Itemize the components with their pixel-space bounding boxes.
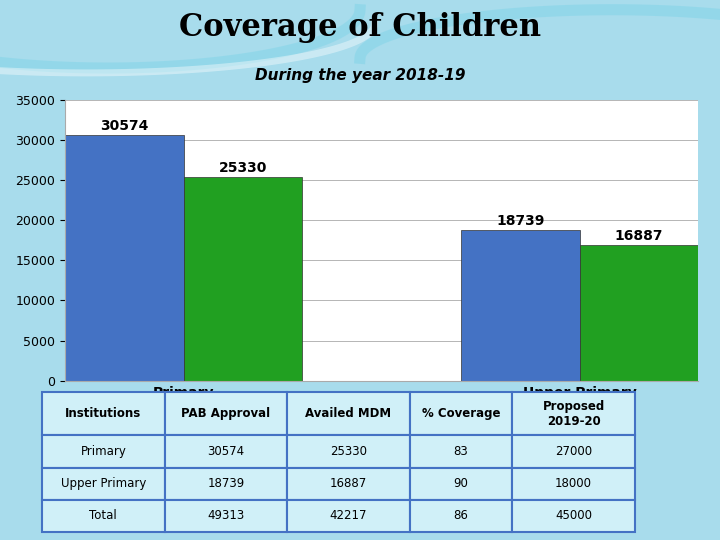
Text: 18739: 18739 — [496, 214, 544, 228]
FancyBboxPatch shape — [42, 435, 165, 468]
Text: Institutions: Institutions — [66, 407, 141, 420]
Text: Proposed
2019-20: Proposed 2019-20 — [542, 400, 605, 428]
Text: 25330: 25330 — [330, 445, 367, 458]
Text: 18739: 18739 — [207, 477, 245, 490]
Text: 49313: 49313 — [207, 509, 245, 522]
FancyBboxPatch shape — [287, 468, 410, 500]
FancyBboxPatch shape — [42, 500, 165, 532]
FancyBboxPatch shape — [513, 500, 635, 532]
Text: 90: 90 — [454, 477, 469, 490]
Text: 30574: 30574 — [100, 119, 148, 133]
Text: Upper Primary: Upper Primary — [60, 477, 146, 490]
Legend: PAB Approval, Availed MDM: PAB Approval, Availed MDM — [241, 396, 522, 424]
FancyBboxPatch shape — [42, 468, 165, 500]
FancyBboxPatch shape — [287, 500, 410, 532]
FancyBboxPatch shape — [513, 392, 635, 435]
Text: PAB Approval: PAB Approval — [181, 407, 271, 420]
Text: Availed MDM: Availed MDM — [305, 407, 392, 420]
FancyBboxPatch shape — [165, 435, 287, 468]
Bar — [461, 231, 580, 381]
Text: 83: 83 — [454, 445, 469, 458]
Text: 27000: 27000 — [555, 445, 592, 458]
FancyBboxPatch shape — [287, 435, 410, 468]
Bar — [65, 136, 184, 381]
Text: Primary: Primary — [81, 445, 126, 458]
FancyBboxPatch shape — [513, 435, 635, 468]
FancyBboxPatch shape — [42, 392, 165, 435]
Text: 16887: 16887 — [330, 477, 367, 490]
Text: % Coverage: % Coverage — [422, 407, 500, 420]
FancyBboxPatch shape — [410, 500, 513, 532]
Text: 18000: 18000 — [555, 477, 592, 490]
Text: 42217: 42217 — [330, 509, 367, 522]
Bar — [184, 178, 302, 381]
FancyBboxPatch shape — [287, 392, 410, 435]
Text: 30574: 30574 — [207, 445, 244, 458]
FancyBboxPatch shape — [165, 392, 287, 435]
FancyBboxPatch shape — [410, 392, 513, 435]
FancyBboxPatch shape — [410, 468, 513, 500]
Text: 45000: 45000 — [555, 509, 592, 522]
Text: Total: Total — [89, 509, 117, 522]
Text: During the year 2018-19: During the year 2018-19 — [255, 69, 465, 83]
FancyBboxPatch shape — [165, 500, 287, 532]
Text: Coverage of Children: Coverage of Children — [179, 12, 541, 43]
Text: 86: 86 — [454, 509, 469, 522]
Text: 25330: 25330 — [219, 161, 267, 176]
Text: 16887: 16887 — [615, 229, 663, 243]
FancyBboxPatch shape — [410, 435, 513, 468]
Bar — [580, 245, 698, 381]
FancyBboxPatch shape — [513, 468, 635, 500]
FancyBboxPatch shape — [165, 468, 287, 500]
